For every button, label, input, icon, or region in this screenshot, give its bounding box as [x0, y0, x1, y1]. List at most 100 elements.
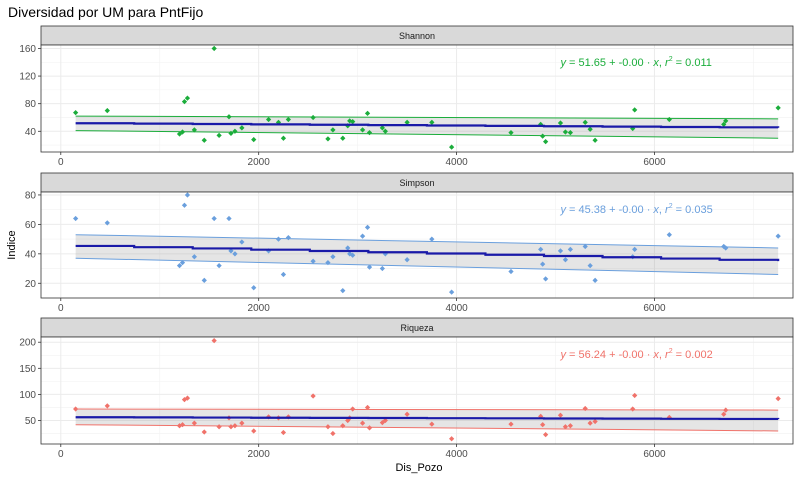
data-point: [184, 192, 191, 198]
data-point: [449, 144, 455, 150]
y-tick-label: 40: [25, 249, 37, 260]
data-point: [211, 338, 217, 344]
y-tick-label: 40: [25, 127, 37, 138]
data-point: [632, 107, 638, 113]
data-point: [775, 233, 781, 239]
panel-background: [41, 337, 793, 444]
data-point: [340, 423, 346, 429]
data-point: [179, 422, 186, 428]
data-point: [382, 128, 388, 134]
data-point: [567, 246, 573, 253]
data-point: [632, 392, 638, 399]
data-point: [350, 406, 356, 412]
data-point: [275, 236, 282, 242]
data-point: [364, 404, 371, 411]
data-point: [310, 258, 316, 264]
x-tick-label: 6000: [643, 303, 666, 314]
x-tick-label: 2000: [248, 303, 271, 314]
data-point: [540, 133, 546, 139]
data-point: [587, 126, 593, 132]
data-point: [280, 135, 287, 141]
data-point: [543, 276, 549, 282]
equation-label: y = 51.65 + -0.00 · x, r2 = 0.011: [559, 56, 711, 69]
data-point: [449, 289, 455, 295]
data-point: [538, 246, 544, 253]
data-point: [216, 132, 222, 139]
data-point: [232, 251, 238, 257]
facet-strip-label: Riqueza: [400, 323, 433, 333]
data-point: [232, 128, 238, 134]
data-point: [201, 137, 207, 143]
y-tick-label: 60: [25, 220, 37, 231]
data-point: [449, 436, 455, 442]
data-point: [330, 430, 336, 437]
data-point: [310, 114, 316, 121]
facet-strip-label: Simpson: [399, 178, 434, 188]
ci-lower-line: [75, 257, 779, 275]
data-point: [379, 419, 385, 426]
data-point: [562, 257, 569, 263]
data-point: [201, 277, 207, 283]
data-point: [216, 424, 222, 430]
data-point: [226, 114, 232, 120]
ci-lower-line: [75, 424, 779, 432]
data-point: [630, 125, 636, 132]
panel-simpson: Simpson y = 45.38 + -0.00 · x, r2 = 0.035…: [25, 172, 794, 314]
y-tick-label: 50: [25, 416, 37, 427]
data-point: [216, 262, 222, 269]
panel-riqueza: Riqueza y = 56.24 + -0.00 · x, r2 = 0.002…: [19, 317, 794, 460]
ci-upper-line: [75, 115, 779, 120]
data-point: [104, 107, 110, 114]
data-point: [280, 429, 287, 436]
data-point: [429, 421, 435, 427]
data-point: [179, 260, 186, 266]
data-point: [310, 393, 316, 399]
data-point: [540, 422, 546, 428]
data-point: [184, 395, 191, 401]
data-point: [508, 421, 514, 427]
x-tick-label: 6000: [643, 449, 666, 460]
data-point: [543, 139, 549, 145]
data-point: [211, 215, 217, 222]
x-tick-label: 2000: [248, 449, 271, 460]
data-point: [232, 423, 238, 429]
x-tick-label: 4000: [445, 157, 468, 168]
data-point: [211, 45, 217, 52]
data-point: [325, 260, 331, 266]
data-point: [226, 215, 232, 222]
data-point: [73, 110, 79, 116]
ci-upper-line: [75, 234, 779, 249]
equation-label: y = 45.38 + -0.00 · x, r2 = 0.035: [559, 203, 712, 216]
data-point: [404, 257, 410, 263]
y-tick-label: 100: [19, 390, 36, 401]
data-point: [540, 261, 546, 267]
data-point: [104, 220, 110, 226]
y-tick-label: 200: [19, 338, 36, 349]
panel-border: [40, 336, 794, 445]
data-point: [508, 130, 514, 136]
ci-upper-line: [75, 408, 779, 411]
facet-panels: Shannon y = 51.65 + -0.00 · x, r2 = 0.011…: [19, 25, 794, 460]
data-point: [632, 246, 638, 253]
x-tick-label: 0: [58, 157, 64, 168]
data-point: [364, 110, 371, 116]
y-tick-label: 20: [25, 279, 37, 290]
data-point: [251, 136, 257, 143]
data-point: [630, 406, 636, 412]
data-point: [366, 425, 373, 431]
data-point: [350, 252, 356, 258]
x-tick-label: 4000: [445, 449, 468, 460]
y-tick-label: 80: [25, 99, 37, 110]
x-tick-label: 2000: [248, 157, 271, 168]
data-point: [73, 215, 79, 222]
trend-line: [75, 416, 780, 421]
data-point: [562, 129, 569, 135]
x-tick-label: 4000: [445, 303, 468, 314]
data-point: [251, 285, 257, 291]
data-point: [239, 420, 245, 426]
data-point: [340, 288, 346, 294]
data-point: [359, 233, 366, 239]
data-point: [280, 271, 287, 278]
data-point: [201, 429, 207, 435]
trend-line: [75, 122, 780, 129]
